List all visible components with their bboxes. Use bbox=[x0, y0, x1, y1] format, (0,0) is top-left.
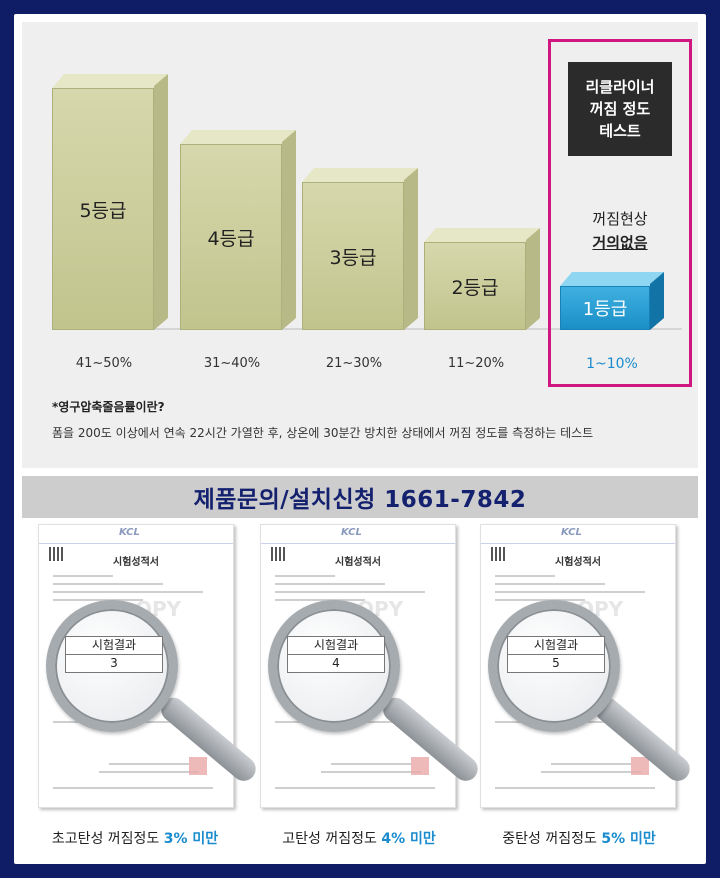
seal-icon bbox=[411, 757, 429, 775]
caption-value-2: 4% 미만 bbox=[381, 831, 436, 847]
caption-3: 중탄성 꺼짐정도 5% 미만 bbox=[464, 828, 694, 848]
result-line-2: 거의없음 bbox=[592, 234, 648, 252]
caption-prefix-3: 중탄성 꺼짐정도 bbox=[502, 831, 602, 847]
grade-label-4: 4등급 bbox=[180, 144, 282, 330]
note-text: 폼을 200도 이상에서 연속 22시간 가열한 후, 상온에 30분간 방치한… bbox=[52, 426, 594, 440]
caption-2: 고탄성 꺼짐정도 4% 미만 bbox=[244, 828, 474, 848]
test-title-box: 리클라이너 꺼짐 정도 테스트 bbox=[568, 62, 672, 156]
result-value-1: 3 bbox=[110, 656, 118, 670]
seal-icon bbox=[631, 757, 649, 775]
cert-title-1: 시험성적서 bbox=[113, 557, 159, 568]
qr-icon bbox=[49, 547, 63, 561]
grade-range-4: 31~40% bbox=[203, 356, 261, 371]
caption-value-3: 5% 미만 bbox=[601, 831, 656, 847]
seal-icon bbox=[189, 757, 207, 775]
result-table-1: 시험결과 3 bbox=[65, 636, 163, 673]
result-value-3: 5 bbox=[552, 656, 560, 670]
result-label-2: 시험결과 bbox=[288, 637, 384, 655]
grade-range-2: 11~20% bbox=[447, 356, 505, 371]
grade-label-1: 1등급 bbox=[560, 286, 650, 330]
cert-title-2: 시험성적서 bbox=[335, 557, 381, 568]
grade-range-1: 1~10% bbox=[586, 356, 638, 372]
grade-box-5: 5등급 bbox=[52, 74, 168, 330]
result-label-3: 시험결과 bbox=[508, 637, 604, 655]
caption-value-1: 3% 미만 bbox=[163, 831, 219, 847]
grade-box-2: 2등급 bbox=[424, 228, 540, 330]
content-area: 5등급 4등급 3등급 2등급 1등급 41~50% 31~40% 21~30% bbox=[14, 14, 706, 864]
result-value-2: 4 bbox=[332, 656, 340, 670]
caption-prefix-1: 초고탄성 꺼짐정도 bbox=[51, 831, 164, 847]
grade-range-3: 21~30% bbox=[325, 356, 383, 371]
test-title-line-2: 꺼짐 정도 bbox=[589, 100, 651, 118]
result-table-3: 시험결과 5 bbox=[507, 636, 605, 673]
cert-title-3: 시험성적서 bbox=[555, 557, 601, 568]
result-summary: 꺼짐현상 거의없음 bbox=[552, 207, 688, 255]
note-title: *영구압축줄음률이란? bbox=[52, 400, 165, 414]
result-line-1: 꺼짐현상 bbox=[592, 210, 648, 228]
result-label-1: 시험결과 bbox=[66, 637, 162, 655]
grade-label-5: 5등급 bbox=[52, 88, 154, 330]
grade-label-2: 2등급 bbox=[424, 242, 526, 330]
result-table-2: 시험결과 4 bbox=[287, 636, 385, 673]
grade-label-3: 3등급 bbox=[302, 182, 404, 330]
test-title-line-1: 리클라이너 bbox=[585, 78, 655, 96]
contact-banner: 제품문의/설치신청 1661-7842 bbox=[22, 476, 698, 518]
caption-1: 초고탄성 꺼짐정도 3% 미만 bbox=[20, 828, 250, 848]
grade-chart-panel: 5등급 4등급 3등급 2등급 1등급 41~50% 31~40% 21~30% bbox=[22, 22, 698, 468]
test-title-line-3: 테스트 bbox=[599, 122, 641, 140]
qr-icon bbox=[491, 547, 505, 561]
grade-box-3: 3등급 bbox=[302, 168, 418, 330]
caption-prefix-2: 고탄성 꺼짐정도 bbox=[282, 831, 382, 847]
grade-range-5: 41~50% bbox=[75, 356, 133, 371]
grade-box-4: 4등급 bbox=[180, 130, 296, 330]
qr-icon bbox=[271, 547, 285, 561]
highlight-frame bbox=[548, 39, 692, 387]
grade-box-1: 1등급 bbox=[560, 272, 664, 330]
